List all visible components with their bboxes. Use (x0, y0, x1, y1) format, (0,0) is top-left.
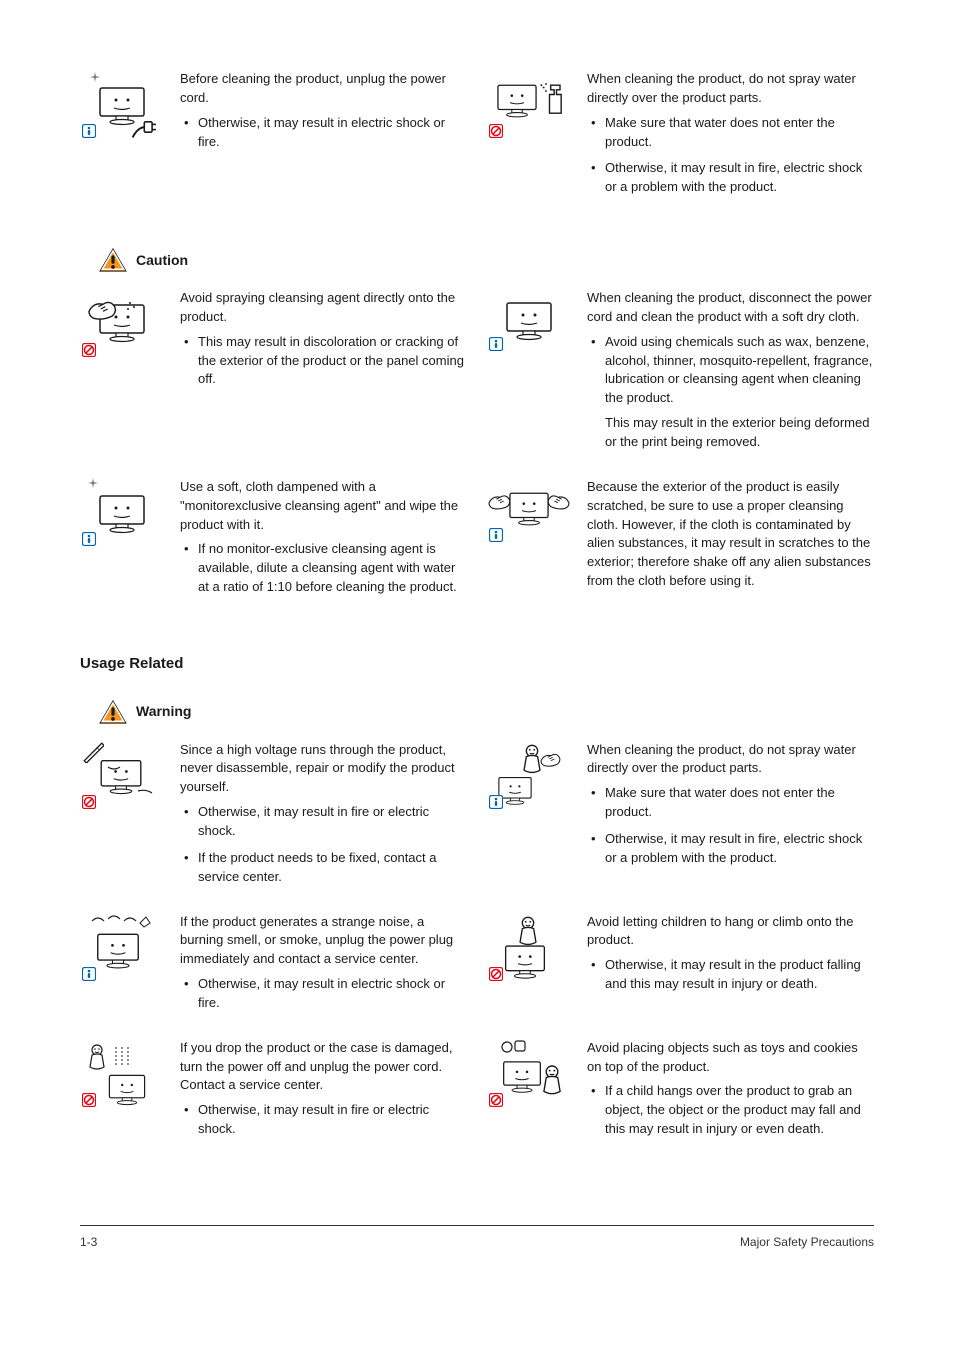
intro-text: When cleaning the product, do not spray … (587, 70, 874, 108)
intro-text: Since a high voltage runs through the pr… (180, 741, 467, 798)
intro-text: Avoid letting children to hang or climb … (587, 913, 874, 951)
entry-no-spray-water-usage: When cleaning the product, do not spray … (487, 741, 874, 876)
icon-dropped-monitor (80, 1039, 164, 1109)
icon-hands-cloth-monitor (487, 478, 571, 548)
bullet-sub: This may result in the exterior being de… (605, 414, 874, 452)
bullet: Otherwise, it may result in electric sho… (180, 114, 467, 152)
intro-text: Before cleaning the product, unplug the … (180, 70, 467, 108)
icon-toys-on-monitor (487, 1039, 571, 1109)
icon-child-clean-monitor (487, 741, 571, 811)
icon-smoke-monitor (80, 913, 164, 983)
bullet: Otherwise, it may result in fire or elec… (180, 1101, 467, 1139)
caution-heading: Caution (98, 247, 874, 273)
entry-proper-cloth: Because the exterior of the product is e… (487, 478, 874, 597)
bullet: Avoid using chemicals such as wax, benze… (587, 333, 874, 452)
intro-text: When cleaning the product, disconnect th… (587, 289, 874, 327)
entry-no-objects-on-top: Avoid placing objects such as toys and c… (487, 1039, 874, 1147)
intro-text: If you drop the product or the case is d… (180, 1039, 467, 1096)
caution-label: Caution (136, 250, 188, 270)
icon-monitor-dry-cloth (487, 289, 571, 359)
bullet: Otherwise, it may result in the product … (587, 956, 874, 994)
warning-heading: Warning (98, 699, 874, 725)
footer-title: Major Safety Precautions (740, 1234, 874, 1251)
warning-label: Warning (136, 701, 191, 721)
warning-triangle-icon (98, 699, 128, 725)
intro-text: Avoid placing objects such as toys and c… (587, 1039, 874, 1077)
bullet-text: Avoid using chemicals such as wax, benze… (605, 334, 872, 406)
intro-text: If the product generates a strange noise… (180, 913, 467, 970)
entry-unplug-before-clean: Before cleaning the product, unplug the … (80, 70, 467, 159)
top-row: Before cleaning the product, unplug the … (80, 70, 874, 223)
icon-monitor-cleansing-agent (80, 478, 164, 548)
bullet: Otherwise, it may result in fire, electr… (587, 830, 874, 868)
usage-related-heading: Usage Related (80, 653, 874, 675)
bullet: Make sure that water does not enter the … (587, 784, 874, 822)
intro-text: Because the exterior of the product is e… (587, 478, 874, 591)
intro-text: Use a soft, cloth dampened with a "monit… (180, 478, 467, 535)
entry-no-spray-water-top: When cleaning the product, do not spray … (487, 70, 874, 205)
icon-hand-spray-monitor (80, 289, 164, 359)
caution-triangle-icon (98, 247, 128, 273)
entry-strange-noise: If the product generates a strange noise… (80, 913, 467, 1021)
bullet: Otherwise, it may result in electric sho… (180, 975, 467, 1013)
bullet: Otherwise, it may result in fire or elec… (180, 803, 467, 841)
icon-spray-monitor (487, 70, 571, 140)
intro-text: Avoid spraying cleansing agent directly … (180, 289, 467, 327)
icon-disassemble-monitor (80, 741, 164, 811)
intro-text: When cleaning the product, do not spray … (587, 741, 874, 779)
entry-children-climb: Avoid letting children to hang or climb … (487, 913, 874, 1002)
entry-use-soft-cloth: Use a soft, cloth dampened with a "monit… (80, 478, 467, 605)
page-footer: 1-3 Major Safety Precautions (80, 1234, 874, 1251)
page-number: 1-3 (80, 1234, 97, 1251)
icon-child-climb-monitor (487, 913, 571, 983)
bullet: If the product needs to be fixed, contac… (180, 849, 467, 887)
bullet: Make sure that water does not enter the … (587, 114, 874, 152)
entry-avoid-spray-agent: Avoid spraying cleansing agent directly … (80, 289, 467, 397)
footer-rule (80, 1225, 874, 1226)
entry-do-not-disassemble: Since a high voltage runs through the pr… (80, 741, 467, 895)
entry-dropped-product: If you drop the product or the case is d… (80, 1039, 467, 1147)
entry-disconnect-soft-cloth: When cleaning the product, disconnect th… (487, 289, 874, 460)
bullet: Otherwise, it may result in fire, electr… (587, 159, 874, 197)
icon-unplug-monitor (80, 70, 164, 140)
bullet: If no monitor-exclusive cleansing agent … (180, 540, 467, 597)
bullet: If a child hangs over the product to gra… (587, 1082, 874, 1139)
bullet: This may result in discoloration or crac… (180, 333, 467, 390)
